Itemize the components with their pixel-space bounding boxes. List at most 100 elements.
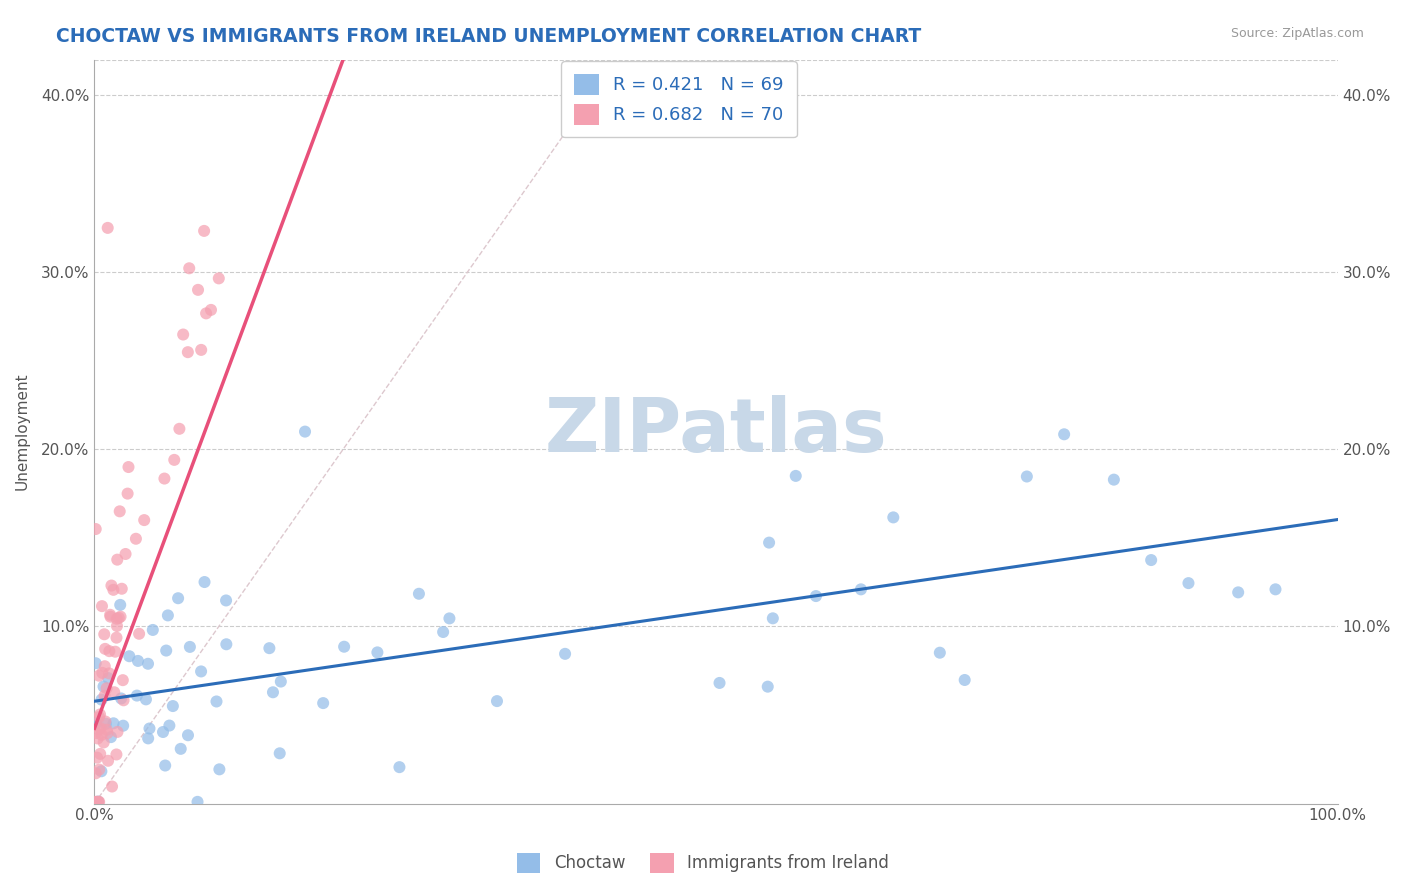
Point [97, 754, 120, 768]
Point [100, 578, 122, 592]
Point [87, 668, 110, 682]
Point [179, 261, 201, 276]
Point [87, 722, 110, 736]
Point [1053, 427, 1076, 442]
Point [110, 598, 132, 612]
Point [1140, 553, 1163, 567]
Point [195, 306, 218, 320]
Point [756, 680, 779, 694]
Point [96, 723, 118, 737]
Point [177, 345, 200, 359]
Point [125, 689, 148, 703]
Point [93, 680, 115, 694]
Point [127, 654, 149, 668]
Point [187, 283, 209, 297]
Point [208, 271, 231, 285]
Point [117, 486, 139, 500]
Point [90, 764, 112, 779]
Point [269, 747, 291, 761]
Point [84, 795, 107, 809]
Text: ZIPatlas: ZIPatlas [544, 395, 887, 468]
Point [432, 625, 454, 640]
Point [110, 609, 132, 624]
Point [89, 747, 111, 761]
Point [785, 469, 807, 483]
Point [215, 637, 238, 651]
Point [135, 692, 157, 706]
Point [89, 795, 111, 809]
Point [93, 689, 115, 703]
Point [89, 707, 111, 722]
Point [1102, 473, 1125, 487]
Point [91, 665, 114, 680]
Point [709, 676, 731, 690]
Point [93, 627, 115, 641]
Point [114, 547, 136, 561]
Point [94, 641, 117, 656]
Point [156, 608, 179, 623]
Point [108, 504, 131, 518]
Point [190, 343, 212, 357]
Point [485, 694, 508, 708]
Point [953, 673, 976, 687]
Point [94, 716, 117, 731]
Point [110, 691, 132, 706]
Point [93, 735, 115, 749]
Point [107, 611, 129, 625]
Point [162, 699, 184, 714]
Point [94, 714, 117, 729]
Point [86, 726, 108, 740]
Point [100, 609, 122, 624]
Point [87, 795, 110, 809]
Point [112, 693, 135, 707]
Point [408, 587, 430, 601]
Point [100, 730, 122, 744]
Point [107, 725, 129, 739]
Point [105, 612, 128, 626]
Point [98, 666, 121, 681]
Point [167, 591, 190, 606]
Point [101, 780, 124, 794]
Point [205, 694, 228, 708]
Point [125, 532, 148, 546]
Point [86, 750, 108, 764]
Point [312, 696, 335, 710]
Point [105, 619, 128, 633]
Point [172, 327, 194, 342]
Point [152, 725, 174, 739]
Point [134, 513, 156, 527]
Point [190, 665, 212, 679]
Point [259, 641, 281, 656]
Point [439, 611, 461, 625]
Point [849, 582, 872, 597]
Point [882, 510, 904, 524]
Point [1177, 576, 1199, 591]
Point [208, 762, 231, 776]
Point [98, 644, 121, 658]
Point [87, 710, 110, 724]
Point [105, 552, 128, 566]
Point [84, 766, 107, 780]
Point [87, 795, 110, 809]
Point [262, 685, 284, 699]
Point [105, 631, 128, 645]
Point [804, 589, 827, 603]
Point [89, 763, 111, 777]
Point [333, 640, 356, 654]
Legend: Choctaw, Immigrants from Ireland: Choctaw, Immigrants from Ireland [510, 847, 896, 880]
Point [84, 657, 107, 671]
Point [179, 640, 201, 654]
Point [153, 758, 176, 772]
Point [163, 453, 186, 467]
Point [155, 643, 177, 657]
Point [170, 742, 193, 756]
Point [86, 795, 108, 809]
Point [136, 657, 159, 671]
Point [94, 659, 117, 673]
Point [104, 645, 127, 659]
Point [118, 649, 141, 664]
Point [91, 599, 114, 614]
Point [97, 220, 120, 235]
Point [117, 460, 139, 475]
Point [84, 716, 107, 731]
